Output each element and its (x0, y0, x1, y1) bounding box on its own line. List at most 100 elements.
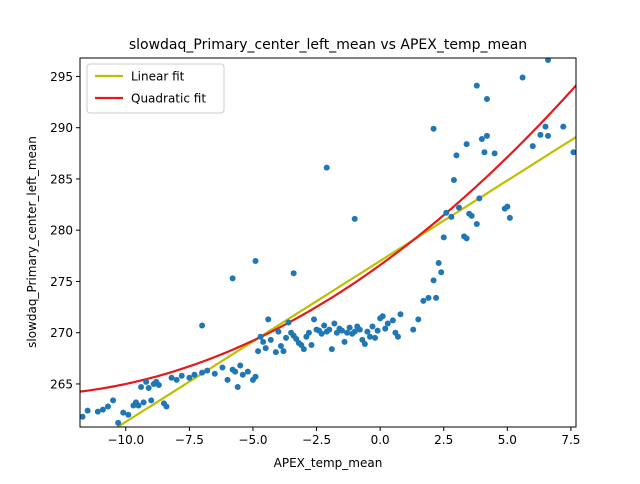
data-point (143, 378, 150, 385)
data-point (211, 370, 218, 377)
legend-linear-label: Linear fit (131, 70, 185, 84)
data-point (237, 362, 244, 369)
data-point (448, 213, 455, 220)
data-point (473, 82, 480, 89)
data-point (305, 329, 312, 336)
data-point (115, 419, 122, 426)
data-point (300, 346, 307, 353)
data-point (148, 397, 155, 404)
data-point (318, 330, 325, 337)
y-tick-label: 265 (50, 377, 73, 391)
data-point (244, 368, 251, 375)
data-point (443, 209, 450, 216)
data-point (173, 376, 180, 383)
data-point (145, 385, 152, 392)
data-point (519, 74, 526, 81)
data-point (168, 374, 175, 381)
data-point (420, 297, 427, 304)
plot-frame (79, 57, 577, 428)
data-point (397, 311, 404, 318)
data-point (285, 319, 292, 326)
data-point (483, 96, 490, 102)
data-point (326, 326, 333, 333)
data-point (125, 411, 132, 418)
data-point (224, 376, 231, 383)
data-point (186, 374, 193, 381)
data-point (99, 406, 106, 413)
data-point (277, 343, 284, 350)
data-point (321, 322, 328, 329)
x-tick-label: 5.0 (498, 433, 517, 447)
data-point (468, 212, 475, 219)
data-point (267, 336, 274, 343)
data-point (252, 257, 259, 264)
data-point (382, 325, 389, 332)
data-point (155, 381, 162, 388)
data-point (455, 204, 462, 211)
x-tick-label: 7.5 (561, 433, 580, 447)
data-point (415, 316, 422, 323)
data-point (120, 409, 127, 416)
data-point (364, 328, 371, 335)
data-point (366, 333, 373, 340)
data-point (138, 384, 145, 391)
data-point (239, 371, 246, 378)
data-point (140, 399, 147, 406)
data-point (163, 403, 170, 410)
data-point (178, 372, 185, 379)
data-point (283, 334, 290, 341)
data-point (234, 384, 241, 391)
y-axis-label: slowdaq_Primary_center_left_mean (25, 136, 39, 348)
y-tick-label: 295 (50, 70, 73, 84)
legend: Linear fit Quadratic fit (86, 63, 225, 114)
x-axis-ticks: −10.0 −7.5 −5.0 −2.5 0.0 2.5 5.0 7.5 (107, 427, 580, 447)
data-point (453, 152, 460, 159)
data-point (481, 149, 488, 156)
x-tick-label: −7.5 (175, 433, 204, 447)
data-point (545, 58, 552, 64)
data-point (542, 123, 549, 130)
data-point (323, 164, 330, 171)
data-point (331, 320, 338, 327)
data-point (290, 270, 297, 277)
y-axis-ticks: 265 270 275 280 285 290 295 (50, 70, 80, 391)
data-point (346, 324, 353, 331)
data-point (351, 328, 358, 335)
data-point (351, 215, 358, 222)
data-point (275, 328, 282, 335)
data-point (410, 326, 417, 333)
y-tick-label: 270 (50, 326, 73, 340)
data-point (265, 316, 272, 323)
data-point (491, 150, 498, 157)
data-point (341, 338, 348, 345)
data-point (356, 326, 363, 333)
data-point (255, 348, 262, 355)
data-point (476, 195, 483, 202)
y-tick-label: 290 (50, 121, 73, 135)
data-point (369, 323, 376, 330)
data-point (232, 368, 239, 375)
data-point (379, 313, 386, 320)
quadratic-fit-line (80, 84, 576, 393)
x-tick-label: 0.0 (371, 433, 390, 447)
data-point (262, 345, 269, 352)
data-point (135, 402, 142, 409)
data-point (463, 141, 470, 148)
data-point (478, 135, 485, 142)
data-point (104, 403, 111, 410)
data-point (570, 149, 576, 156)
data-point (199, 322, 206, 329)
y-tick-label: 275 (50, 275, 73, 289)
data-point (338, 327, 345, 334)
data-point (191, 371, 198, 378)
x-tick-label: 2.5 (434, 433, 453, 447)
legend-quadratic-label: Quadratic fit (131, 92, 206, 106)
y-tick-label: 280 (50, 224, 73, 238)
data-point (344, 329, 351, 336)
y-tick-label: 285 (50, 172, 73, 186)
x-tick-label: −5.0 (238, 433, 267, 447)
data-point (272, 349, 279, 356)
linear-fit-line (115, 136, 576, 427)
